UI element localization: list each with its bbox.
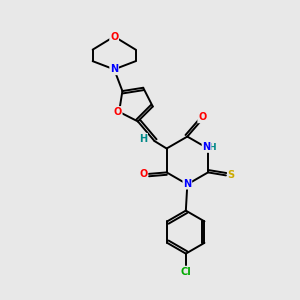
Text: S: S <box>228 170 235 180</box>
Text: H: H <box>139 134 147 144</box>
Text: N: N <box>202 142 211 152</box>
Text: O: O <box>110 32 118 41</box>
Text: N: N <box>183 179 191 189</box>
Text: N: N <box>110 64 118 74</box>
Text: Cl: Cl <box>181 266 191 277</box>
Text: H: H <box>208 142 215 152</box>
Text: O: O <box>139 169 148 179</box>
Text: O: O <box>198 112 206 122</box>
Text: O: O <box>113 107 122 117</box>
